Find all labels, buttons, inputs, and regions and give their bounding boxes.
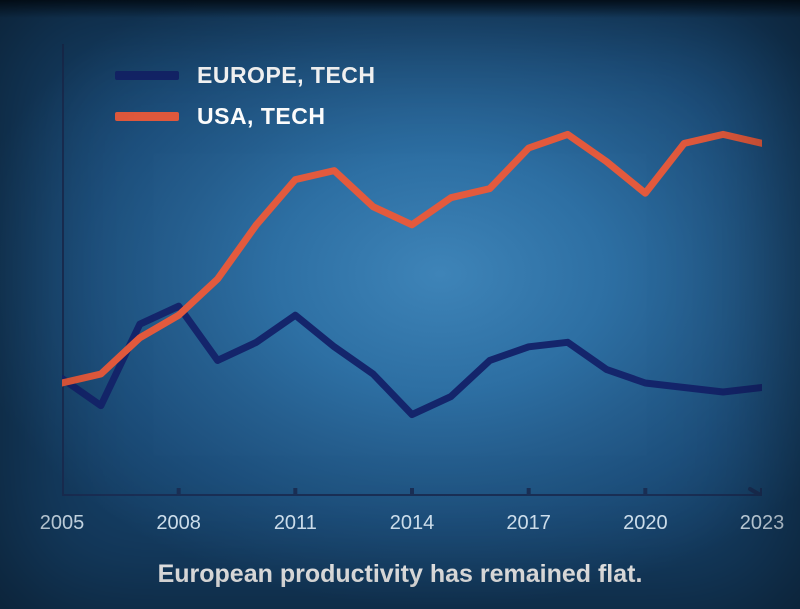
x-tick-label: 2023 (732, 512, 792, 535)
x-tick-label: 2020 (615, 512, 675, 535)
x-axis-labels: 2005 2008 2011 2014 2017 2020 2023 (34, 512, 790, 542)
x-tick-label: 2011 (265, 512, 325, 535)
legend-swatch-usa (115, 112, 179, 121)
legend-item-europe: EUROPE, TECH (115, 62, 376, 89)
legend-label-europe: EUROPE, TECH (197, 62, 376, 89)
caption-text: European productivity has remained flat. (0, 560, 800, 589)
x-tick-label: 2005 (32, 512, 92, 535)
legend-swatch-europe (115, 71, 179, 80)
legend-label-usa: USA, TECH (197, 103, 325, 130)
x-tick-label: 2008 (149, 512, 209, 535)
x-tick-label: 2017 (499, 512, 559, 535)
x-tick-label: 2014 (382, 512, 442, 535)
legend: EUROPE, TECH USA, TECH (115, 62, 376, 130)
chart-stage: EUROPE, TECH USA, TECH 20052008201120142… (0, 0, 800, 609)
legend-item-usa: USA, TECH (115, 103, 376, 130)
